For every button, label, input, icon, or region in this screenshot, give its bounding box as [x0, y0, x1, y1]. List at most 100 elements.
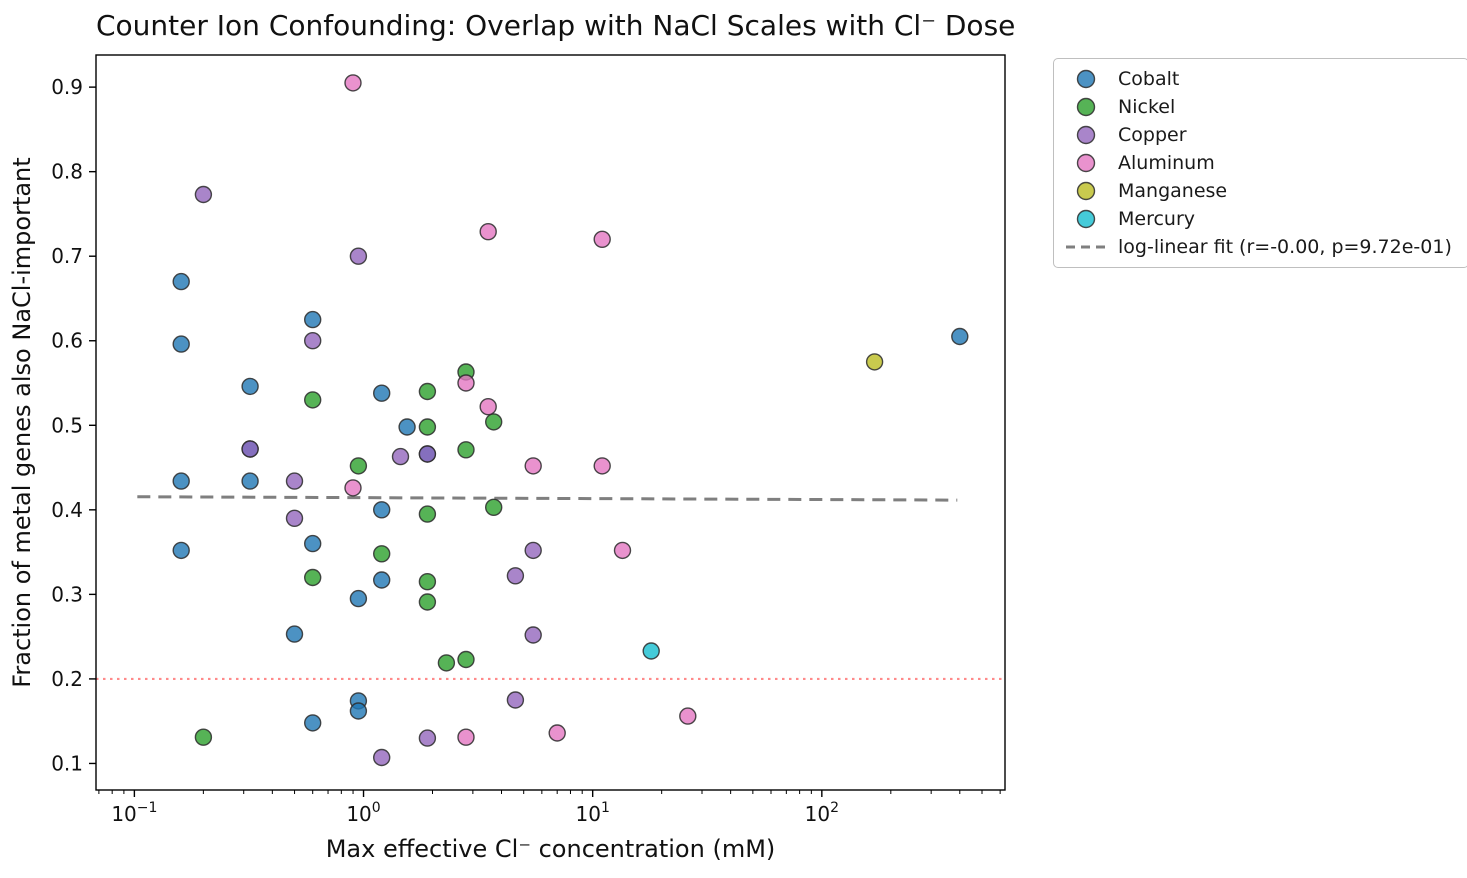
- x-tick-label: 101: [575, 800, 609, 826]
- legend-item-cobalt: Cobalt: [1064, 68, 1452, 90]
- legend-item-mercury: Mercury: [1064, 208, 1452, 230]
- data-point-manganese: [865, 353, 884, 371]
- data-point-aluminum: [344, 74, 362, 92]
- data-point-copper: [524, 626, 542, 644]
- data-point-cobalt: [241, 377, 259, 396]
- data-point-cobalt: [285, 625, 304, 643]
- series-manganese: [865, 353, 884, 371]
- data-point-cobalt: [172, 472, 190, 490]
- y-tick-label: 0.7: [51, 244, 83, 268]
- data-point-cobalt: [349, 702, 368, 720]
- data-point-cobalt: [373, 571, 391, 589]
- y-tick-label: 0.3: [51, 582, 83, 606]
- legend-label-nickel: Nickel: [1118, 96, 1176, 118]
- x-tick-label: 10−1: [111, 800, 157, 826]
- data-point-nickel: [418, 382, 437, 401]
- data-point-nickel: [418, 505, 437, 523]
- data-point-cobalt: [241, 472, 259, 490]
- x-tick-label: 100: [346, 800, 380, 826]
- data-point-aluminum: [524, 457, 542, 475]
- legend-dot-cobalt: [1076, 69, 1096, 89]
- legend-dot-mercury: [1076, 209, 1096, 229]
- y-tick-label: 0.1: [51, 751, 83, 775]
- legend-label-mercury: Mercury: [1118, 208, 1196, 230]
- legend-marker-cobalt: [1076, 69, 1096, 89]
- series-mercury: [642, 642, 660, 660]
- series-nickel: [194, 363, 503, 746]
- legend-label-aluminum: Aluminum: [1118, 152, 1215, 174]
- data-point-nickel: [485, 498, 503, 516]
- data-point-nickel: [304, 568, 322, 587]
- data-point-cobalt: [172, 335, 190, 353]
- data-point-copper: [506, 567, 525, 585]
- legend-item-copper: Copper: [1064, 124, 1452, 146]
- y-axis-label: Fraction of metal genes also NaCl-import…: [8, 157, 36, 687]
- data-point-nickel: [485, 413, 503, 431]
- data-point-cobalt: [172, 541, 190, 560]
- data-point-copper: [373, 748, 391, 767]
- legend-dot-nickel: [1076, 97, 1096, 117]
- y-tick-label: 0.6: [51, 329, 83, 353]
- data-point-nickel: [373, 545, 391, 563]
- legend-marker-mercury: [1076, 209, 1096, 229]
- data-point-nickel: [349, 457, 368, 475]
- legend-marker-aluminum: [1076, 153, 1096, 173]
- y-tick-label: 0.4: [51, 498, 83, 522]
- data-point-copper: [506, 691, 525, 709]
- data-point-nickel: [437, 654, 456, 672]
- legend-item-fit-line: log-linear fit (r=-0.00, p=9.72e-01): [1064, 236, 1452, 258]
- data-point-nickel: [194, 728, 213, 746]
- data-point-nickel: [418, 593, 437, 611]
- data-point-copper: [285, 472, 304, 490]
- y-tick-label: 0.9: [51, 75, 83, 99]
- legend-marker-copper: [1076, 125, 1096, 145]
- series-cobalt: [172, 272, 969, 732]
- data-point-copper: [304, 332, 322, 350]
- data-point-cobalt: [304, 714, 322, 732]
- data-point-nickel: [418, 418, 437, 436]
- data-point-aluminum: [593, 230, 611, 249]
- legend-marker-fit-line: [1066, 245, 1106, 249]
- data-point-aluminum: [479, 398, 497, 416]
- x-axis-label: Max effective Cl⁻ concentration (mM): [326, 835, 776, 863]
- data-point-nickel: [304, 391, 322, 409]
- legend-label-fit-line: log-linear fit (r=-0.00, p=9.72e-01): [1118, 236, 1452, 258]
- legend-dot-aluminum: [1076, 153, 1096, 173]
- data-point-cobalt: [398, 418, 416, 436]
- legend-marker-nickel: [1076, 97, 1096, 117]
- data-point-copper: [391, 447, 410, 466]
- data-point-cobalt: [373, 384, 391, 402]
- data-point-copper: [524, 541, 542, 560]
- data-point-aluminum: [457, 728, 475, 746]
- data-point-nickel: [457, 650, 475, 669]
- data-point-cobalt: [304, 534, 322, 553]
- data-point-aluminum: [479, 222, 497, 241]
- data-point-cobalt: [172, 272, 190, 291]
- data-point-mercury: [642, 642, 660, 660]
- data-point-cobalt: [951, 327, 969, 346]
- legend-label-manganese: Manganese: [1118, 180, 1228, 202]
- legend-dot-copper: [1076, 125, 1096, 145]
- data-point-copper: [194, 185, 213, 204]
- data-point-aluminum: [613, 541, 632, 560]
- y-tick-label: 0.2: [51, 667, 83, 691]
- series-copper: [194, 185, 542, 767]
- data-point-cobalt: [349, 589, 368, 608]
- data-point-copper: [418, 445, 437, 463]
- data-point-aluminum: [593, 457, 611, 475]
- legend-label-cobalt: Cobalt: [1118, 68, 1180, 90]
- data-point-copper: [418, 729, 437, 747]
- y-tick-label: 0.5: [51, 413, 83, 437]
- data-point-cobalt: [304, 310, 322, 329]
- legend-item-manganese: Manganese: [1064, 180, 1452, 202]
- fit-line: [137, 495, 958, 502]
- legend-item-aluminum: Aluminum: [1064, 152, 1452, 174]
- data-point-aluminum: [679, 707, 697, 725]
- legend: Cobalt Nickel Copper Aluminum Manganese Mercu…: [1053, 58, 1467, 268]
- series-aluminum: [344, 74, 697, 746]
- y-tick-label: 0.8: [51, 160, 83, 184]
- data-point-aluminum: [344, 479, 362, 497]
- chart-title: Counter Ion Confounding: Overlap with Na…: [96, 9, 1016, 42]
- data-point-nickel: [457, 441, 475, 459]
